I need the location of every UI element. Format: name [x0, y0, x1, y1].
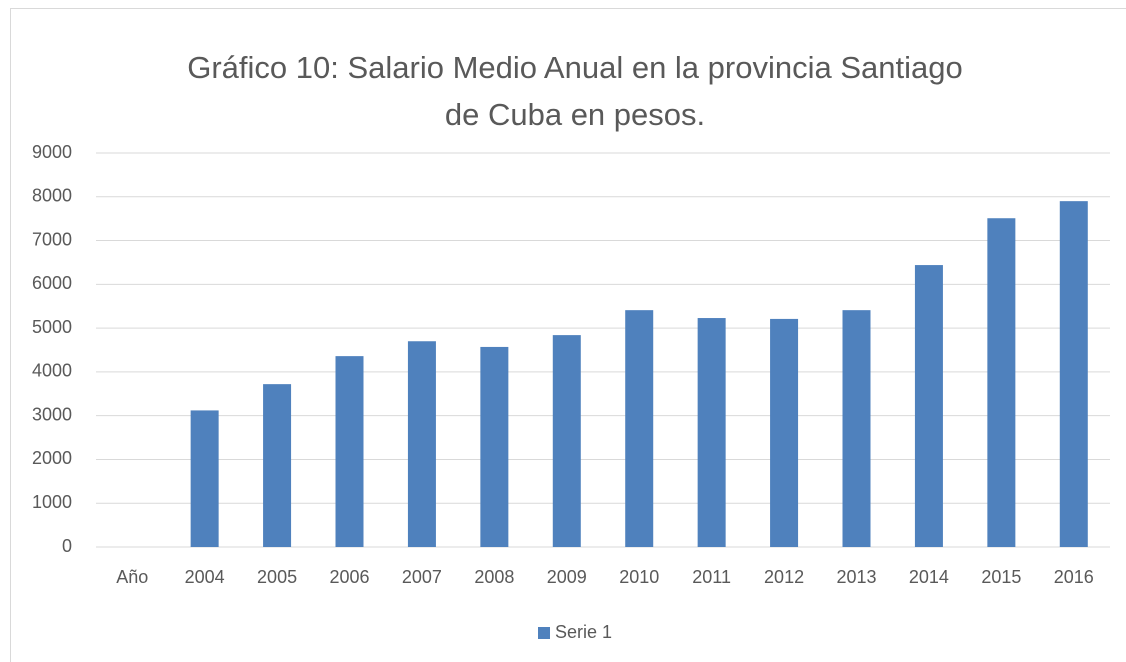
y-tick-label: 3000: [32, 404, 72, 424]
x-tick-label: 2014: [909, 567, 949, 587]
bar: [480, 346, 509, 547]
x-tick-label: 2009: [547, 567, 587, 587]
x-tick-label: 2012: [764, 567, 804, 587]
bar: [1059, 201, 1088, 547]
x-tick-label: 2007: [402, 567, 442, 587]
y-tick-label: 5000: [32, 317, 72, 337]
x-tick-label: 2015: [981, 567, 1021, 587]
bar: [407, 341, 436, 547]
x-tick-label: 2010: [619, 567, 659, 587]
bar: [914, 265, 943, 547]
y-tick-label: 2000: [32, 448, 72, 468]
x-tick-label: 2005: [257, 567, 297, 587]
y-tick-label: 4000: [32, 361, 72, 381]
x-tick-label: 2006: [329, 567, 369, 587]
bar: [552, 335, 581, 547]
bar: [770, 318, 799, 547]
legend-label: Serie 1: [555, 622, 612, 642]
y-tick-label: 6000: [32, 273, 72, 293]
bar: [625, 310, 654, 547]
x-tick-label: Año: [116, 567, 148, 587]
x-tick-label: 2011: [692, 567, 731, 587]
y-tick-label: 0: [62, 536, 72, 556]
x-tick-label: 2008: [474, 567, 514, 587]
chart-title: Gráfico 10: Salario Medio Anual en la pr…: [187, 50, 963, 132]
x-tick-label: 2016: [1054, 567, 1094, 587]
bar: [987, 218, 1016, 547]
bar: [263, 384, 292, 547]
bar: [335, 356, 364, 547]
x-tick-label: 2013: [836, 567, 876, 587]
legend-swatch: [538, 627, 550, 639]
y-tick-label: 9000: [32, 142, 72, 162]
y-tick-label: 1000: [32, 492, 72, 512]
bar: [190, 410, 219, 547]
y-tick-label: 7000: [32, 229, 72, 249]
chart-border: [10, 8, 1126, 662]
bar: [842, 310, 871, 547]
bar: [697, 318, 726, 547]
x-tick-label: 2004: [185, 567, 225, 587]
y-tick-label: 8000: [32, 186, 72, 206]
